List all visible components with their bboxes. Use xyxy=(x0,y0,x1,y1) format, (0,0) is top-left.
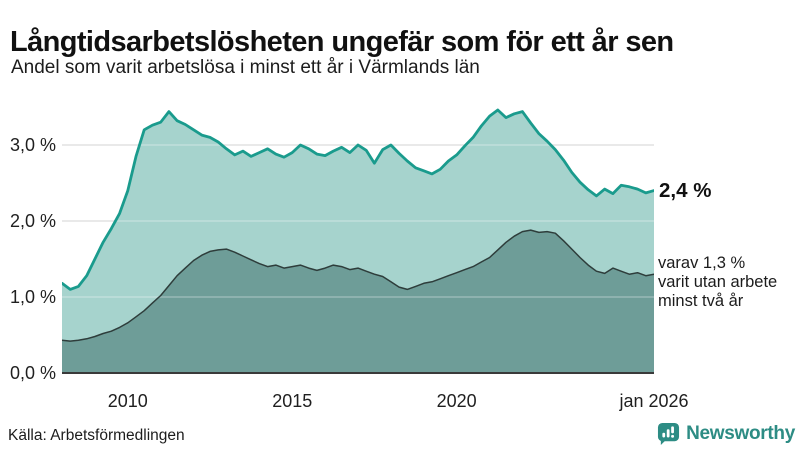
y-axis-tick-label: 0,0 % xyxy=(9,363,56,383)
area-chart-plot xyxy=(62,108,654,374)
x-axis-tick-label: jan 2026 xyxy=(619,391,689,411)
page-subtitle: Andel som varit arbetslösa i minst ett å… xyxy=(11,57,480,78)
annotation-line: minst två år xyxy=(658,292,744,310)
y-axis-tick-label: 1,0 % xyxy=(9,287,56,307)
x-axis-tick-label: 2020 xyxy=(436,391,477,411)
source-note: Källa: Arbetsförmedlingen xyxy=(8,427,185,444)
newsworthy-icon xyxy=(658,422,680,446)
x-axis-tick-label: 2015 xyxy=(272,391,313,411)
annotation-line: varav 1,3 % xyxy=(658,254,746,272)
secondary-series-annotation: varav 1,3 % varit utan arbete minst två … xyxy=(658,254,777,311)
y-axis-tick-label: 3,0 % xyxy=(9,135,56,155)
brand-name: Newsworthy xyxy=(686,423,795,444)
newsworthy-logo: Newsworthy xyxy=(657,422,795,446)
page-title: Långtidsarbetslösheten ungefär som för e… xyxy=(10,26,674,59)
y-axis-tick-label: 2,0 % xyxy=(9,211,56,231)
x-axis-tick-label: 2010 xyxy=(107,391,148,411)
annotation-line: varit utan arbete xyxy=(658,273,778,291)
end-value-label: 2,4 % xyxy=(659,179,712,202)
